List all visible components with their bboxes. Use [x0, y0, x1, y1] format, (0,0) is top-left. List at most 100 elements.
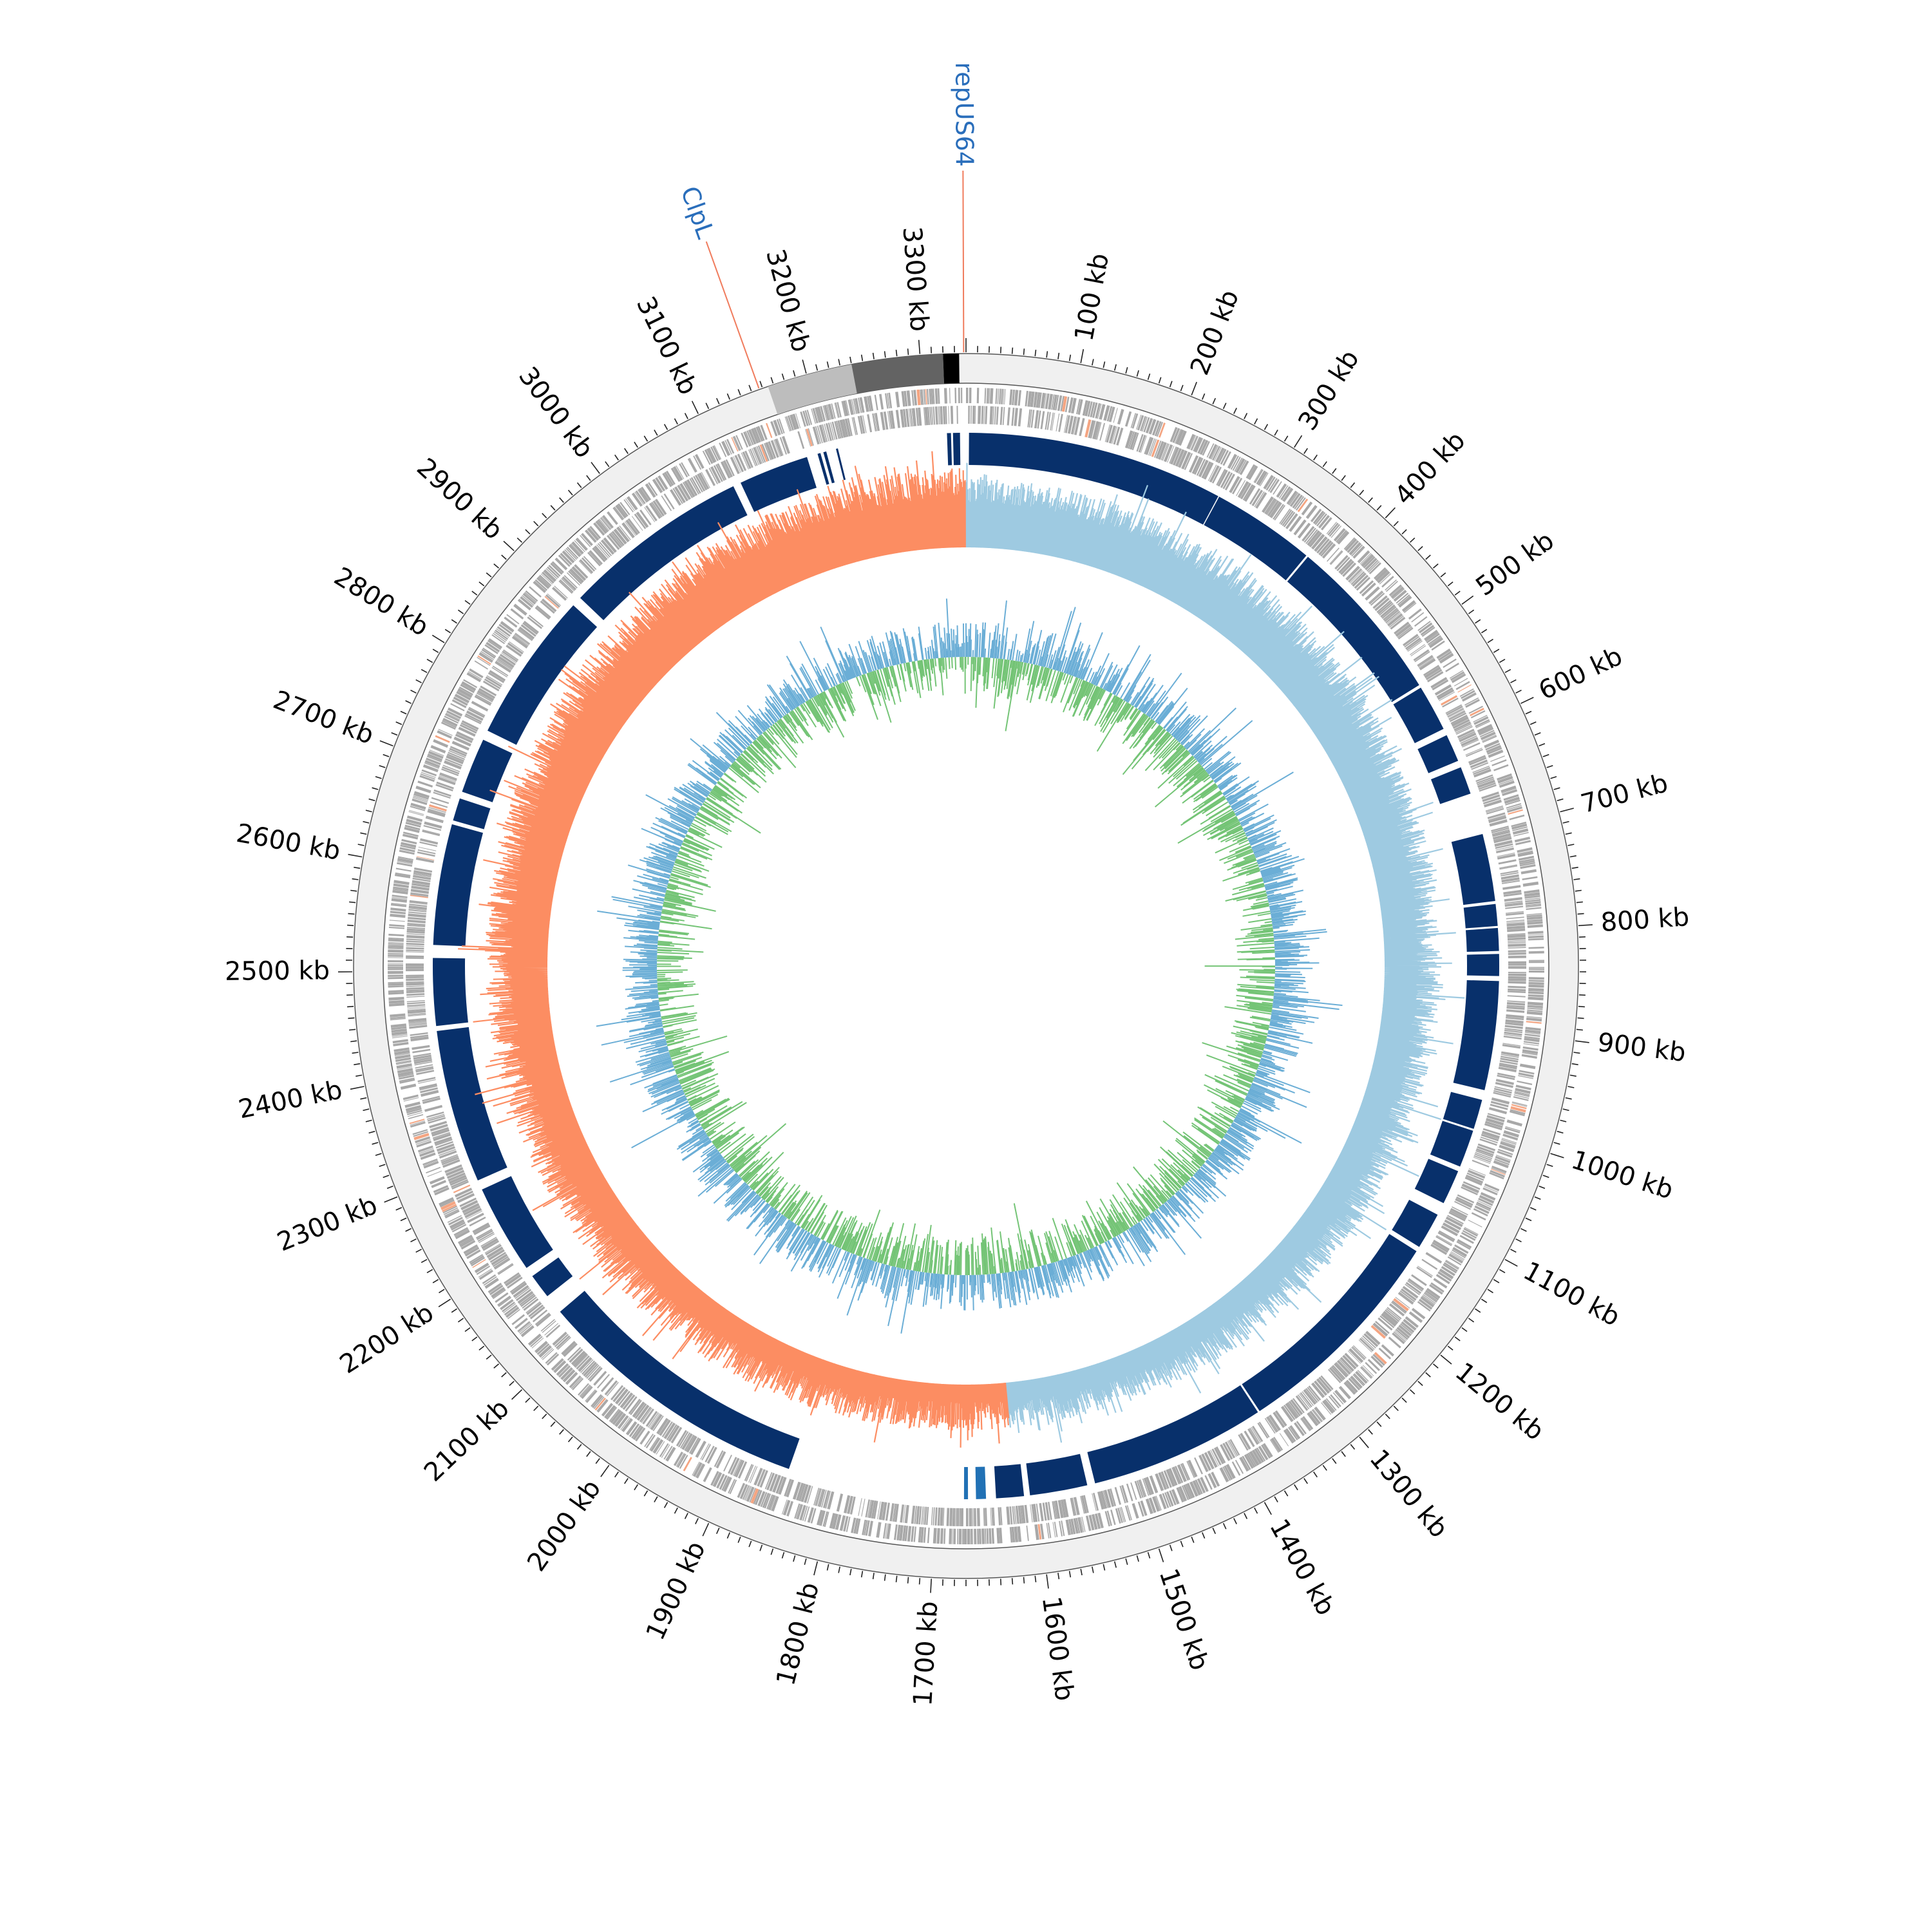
gene-feature [542, 1320, 556, 1333]
gene-feature [1015, 1506, 1019, 1524]
gene-feature [630, 1399, 642, 1416]
gene-feature [428, 1117, 446, 1124]
gene-feature [1508, 985, 1526, 989]
gene-feature [1327, 547, 1340, 562]
gene-feature [872, 413, 876, 431]
gene-feature [1471, 762, 1489, 770]
gene-feature [1502, 1043, 1521, 1046]
gene-feature [1132, 1502, 1139, 1519]
gene-feature [444, 760, 462, 770]
gene-feature [1014, 390, 1019, 406]
gene-feature [1245, 464, 1256, 479]
gene-feature [669, 489, 682, 506]
gene-feature [904, 1504, 909, 1524]
gene-feature [1463, 1181, 1481, 1190]
gene-feature [1528, 990, 1544, 992]
gene-feature [395, 1054, 411, 1060]
gene-feature [571, 1377, 583, 1389]
gene-feature [1027, 391, 1032, 407]
gene-feature [1265, 498, 1276, 515]
gene-feature [1508, 990, 1526, 994]
gene-feature [392, 1034, 408, 1037]
gene-feature [1238, 459, 1247, 474]
gene-feature [492, 665, 509, 676]
gene-feature [388, 933, 404, 937]
gene-feature [1396, 1327, 1410, 1339]
gene-feature [1508, 971, 1526, 974]
gene-feature [1206, 443, 1215, 458]
gene-feature [1146, 1477, 1155, 1495]
gene-feature [1502, 1044, 1520, 1049]
gene-feature [397, 1068, 413, 1074]
gene-feature [599, 518, 610, 531]
gene-feature [393, 1041, 409, 1046]
gene-feature [744, 1486, 752, 1501]
gene-feature [1524, 1033, 1540, 1037]
gene-feature [755, 446, 763, 464]
gene-feature [548, 564, 561, 577]
gene-feature [1269, 501, 1282, 518]
gene-feature [447, 1215, 462, 1223]
gene-feature [644, 1434, 654, 1448]
gene-feature [1143, 1477, 1152, 1496]
gene-feature [1396, 592, 1409, 604]
gene-feature [868, 1520, 873, 1537]
gene-feature [1497, 1074, 1515, 1081]
gene-feature [958, 1528, 961, 1544]
gene-feature [1468, 755, 1486, 764]
gene-feature [822, 1511, 828, 1527]
gene-feature [478, 688, 496, 699]
gene-feature [1490, 755, 1505, 762]
gene-feature [1486, 1117, 1504, 1126]
gene-feature [1048, 1501, 1052, 1520]
gene-feature [752, 448, 759, 466]
gene-feature [587, 1366, 601, 1381]
gene-feature [1505, 911, 1524, 914]
gene-feature [898, 1525, 904, 1541]
gene-feature [1249, 1427, 1260, 1444]
gene-feature [1401, 1288, 1417, 1301]
gene-feature [1525, 1027, 1541, 1031]
gene-feature [1065, 397, 1070, 413]
gene-feature [453, 1184, 471, 1193]
gene-feature [639, 1406, 652, 1423]
gene-feature [1073, 1518, 1079, 1534]
gene-feature [1014, 1526, 1019, 1542]
gene-feature [1428, 636, 1442, 646]
gene-feature [1508, 950, 1526, 952]
gene-feature [522, 1296, 537, 1309]
gene-feature [776, 419, 783, 435]
gene-feature [822, 1490, 830, 1509]
gene-feature [539, 574, 552, 587]
homology-block [462, 739, 513, 802]
gene-feature [701, 1444, 712, 1461]
gene-feature [397, 1070, 414, 1077]
gene-feature [749, 448, 758, 466]
gene-feature [406, 989, 424, 992]
homology-block [1463, 904, 1498, 929]
gene-feature [773, 419, 781, 436]
gene-feature [625, 1396, 638, 1412]
gene-feature [1160, 443, 1169, 460]
gene-feature [567, 546, 579, 559]
gene-feature [491, 634, 506, 645]
gene-feature [1499, 865, 1518, 870]
gene-feature [1524, 897, 1540, 900]
gene-feature [1497, 1150, 1513, 1158]
gene-feature [681, 462, 690, 477]
gene-feature [478, 652, 493, 663]
gene-feature [412, 797, 428, 802]
gene-feature [1501, 1051, 1520, 1057]
gene-feature [652, 1416, 664, 1432]
gene-feature [1104, 424, 1110, 442]
gene-feature [1503, 892, 1522, 897]
gene-feature [390, 1016, 406, 1019]
gene-feature [1405, 1283, 1420, 1296]
gene-feature [477, 690, 495, 701]
gene-feature [535, 579, 548, 591]
gene-feature [388, 957, 404, 958]
gene-feature [1495, 1081, 1513, 1088]
gene-feature [1076, 399, 1081, 415]
gene-feature [1251, 1449, 1262, 1464]
gene-feature [1492, 833, 1511, 840]
